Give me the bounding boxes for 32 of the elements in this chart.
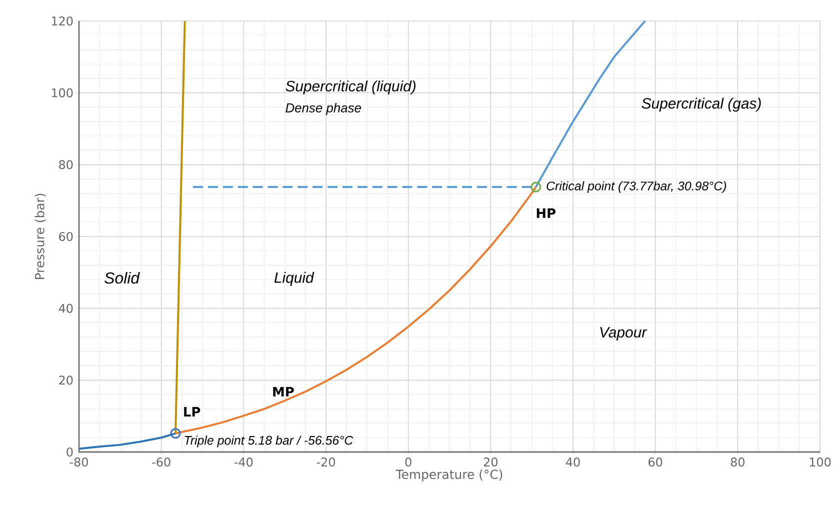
y-tick-label: 120 [52,16,73,26]
x-tick-label: -20 [316,458,335,467]
y-tick-label: 20 [59,376,73,385]
x-tick-label: 100 [810,458,831,467]
x-tick-label: 0 [405,458,412,467]
annotation: Solid [104,272,140,284]
annotation: Vapour [600,327,648,341]
x-tick-label: 80 [730,458,744,467]
y-tick-label: 40 [58,304,73,313]
x-tick-label: 40 [566,458,580,467]
annotation: HP [536,208,556,218]
x-tick-label: -80 [70,458,88,467]
annotation: Supercritical (gas) [642,98,761,112]
y-tick-label: 80 [59,160,73,170]
x-tick-label: -60 [152,458,170,467]
annotation: Supercritical (liquid) [286,80,416,94]
line-series [174,186,537,434]
y-axis-title: Pressure (bar) [34,194,46,280]
annotation: Triple point 5.18 bar / -56.56°C [184,436,354,448]
x-tick-label: -40 [234,458,253,467]
annotation: LP [184,407,200,416]
annotation: Liquid [274,272,314,286]
x-axis-title: Temperature (°C) [396,469,502,482]
annotation: MP [273,386,294,396]
x-tick-label: 20 [484,458,498,467]
y-tick-label: 0 [66,447,73,457]
y-tick-label: 100 [52,88,73,98]
annotation: Critical point (73.77bar, 30.98°C) [546,181,726,193]
x-tick-label: 60 [648,458,662,467]
y-tick-label: 60 [59,232,73,242]
line-series [78,432,176,450]
annotation: Dense phase [286,102,362,116]
